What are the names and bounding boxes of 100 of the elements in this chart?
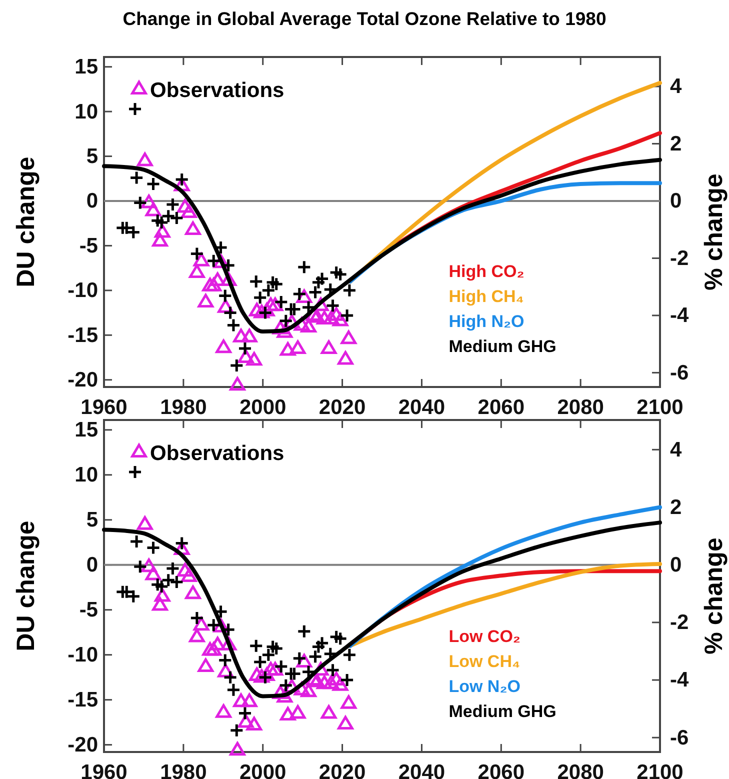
point — [238, 341, 252, 356]
y-tick-label: 0 — [86, 190, 98, 213]
point — [308, 649, 323, 664]
point — [301, 664, 316, 680]
point — [320, 340, 337, 354]
point — [218, 652, 232, 668]
y-tick-label: -10 — [68, 644, 98, 667]
point — [258, 306, 272, 320]
point — [189, 628, 205, 642]
point — [308, 284, 323, 300]
point — [290, 705, 306, 719]
x-tick-label: 2000 — [240, 396, 286, 419]
point — [154, 579, 169, 594]
point — [206, 618, 221, 632]
point — [261, 648, 276, 662]
point — [185, 221, 201, 236]
y-tick-label: -10 — [68, 279, 98, 302]
point — [230, 742, 246, 756]
point — [246, 716, 262, 730]
point — [223, 670, 238, 685]
y-tick-label: 15 — [74, 418, 98, 442]
point — [146, 176, 160, 192]
point — [292, 651, 307, 666]
y2-tick-label: -2 — [670, 246, 689, 270]
point — [150, 577, 165, 592]
text: High CH₄ — [448, 287, 524, 306]
point — [238, 706, 252, 721]
text: Low N₂O — [448, 677, 520, 696]
text: High CO₂ — [448, 262, 524, 281]
point — [292, 286, 307, 302]
point — [261, 283, 276, 298]
y2-tick-label: 0 — [670, 554, 682, 577]
point — [233, 693, 249, 708]
y2-axis-title: % change — [700, 174, 728, 290]
point — [326, 298, 340, 313]
point — [252, 290, 268, 305]
point — [190, 610, 204, 626]
point — [269, 641, 284, 656]
point — [206, 254, 221, 268]
point — [202, 278, 218, 292]
point — [230, 376, 246, 391]
y-axis-title: DU change — [12, 520, 40, 652]
y-tick-label: 5 — [86, 508, 98, 532]
point — [246, 352, 262, 366]
point — [301, 300, 316, 315]
point — [280, 706, 296, 721]
point — [340, 330, 357, 344]
point — [129, 534, 144, 549]
point — [241, 328, 258, 342]
point — [328, 307, 344, 321]
point — [152, 597, 168, 611]
y-axis-title: DU change — [12, 156, 40, 288]
point — [161, 572, 176, 588]
point — [266, 639, 280, 654]
point — [342, 648, 357, 662]
y2-tick-label: -6 — [670, 361, 689, 384]
point — [223, 306, 238, 320]
point — [137, 516, 153, 530]
text: High N₂O — [448, 312, 524, 331]
point — [248, 274, 264, 289]
point — [189, 264, 205, 278]
y-tick-label: -15 — [68, 688, 98, 712]
point — [340, 308, 354, 323]
x-tick-label: 2000 — [240, 760, 286, 779]
point — [169, 210, 184, 226]
point — [333, 267, 348, 282]
y2-tick-label: -4 — [670, 668, 689, 692]
point — [290, 340, 306, 354]
point — [320, 705, 337, 719]
point — [226, 318, 241, 333]
y-tick-label: -5 — [79, 234, 98, 258]
y2-tick-label: -4 — [670, 304, 689, 328]
point — [340, 695, 357, 709]
point — [296, 624, 312, 639]
point — [333, 631, 348, 646]
point — [226, 682, 241, 698]
y2-tick-label: 4 — [670, 75, 682, 98]
point — [202, 642, 218, 656]
point — [340, 672, 354, 688]
text: Medium GHG — [448, 702, 556, 721]
point — [129, 170, 144, 185]
point — [229, 723, 244, 738]
text: Low CO₂ — [448, 627, 520, 646]
point — [140, 194, 157, 208]
y2-tick-label: 0 — [670, 190, 682, 213]
point — [300, 318, 316, 333]
x-tick-label: 1980 — [160, 396, 207, 419]
point — [177, 198, 193, 213]
point — [174, 536, 190, 551]
point — [229, 358, 244, 373]
point — [152, 232, 168, 247]
point — [314, 272, 330, 286]
x-tick-label: 2020 — [318, 396, 366, 419]
point — [198, 294, 214, 308]
x-tick-label: 2040 — [398, 760, 446, 779]
point — [150, 213, 165, 228]
point — [145, 566, 162, 580]
text: Medium GHG — [448, 337, 556, 356]
point — [132, 196, 148, 210]
point — [174, 172, 190, 187]
